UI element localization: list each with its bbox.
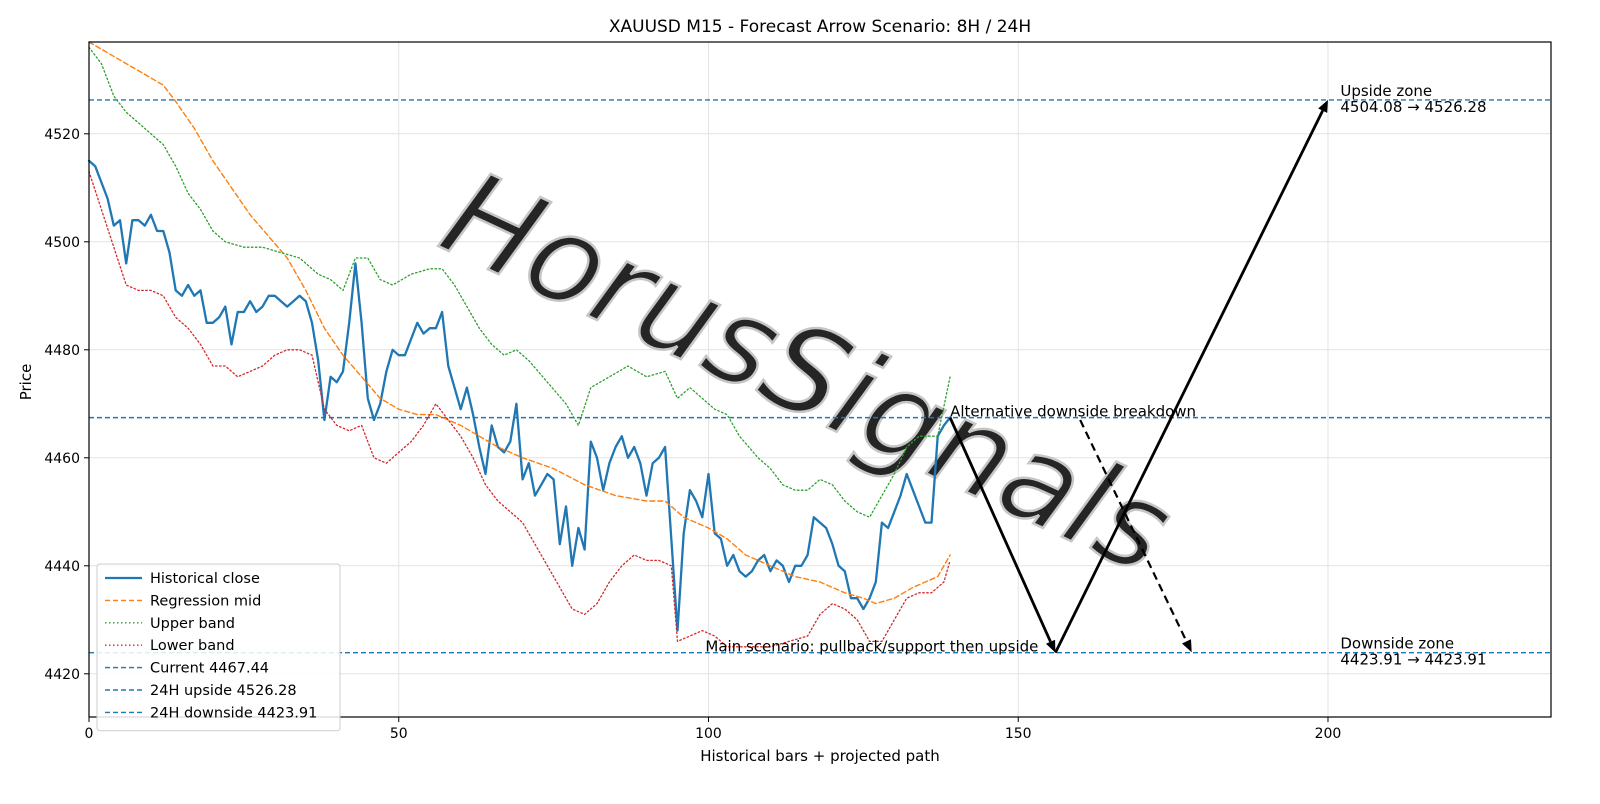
annotation-dn2: 4423.91 → 4423.91 — [1340, 651, 1486, 669]
annotation-up1: Upside zone — [1340, 82, 1432, 100]
plot-frame — [88, 41, 1552, 718]
legend-label: Current 4467.44 — [150, 661, 269, 677]
x-axis-label: Historical bars + projected path — [700, 747, 940, 765]
forecast-arrow-line — [1079, 419, 1188, 642]
y-tick-label: 4460 — [44, 451, 80, 467]
legend-box — [96, 563, 341, 732]
y-tick-label: 4500 — [44, 235, 80, 251]
y-tick-label: 4520 — [44, 127, 80, 143]
axis-ticks: 0 50 100 150 200 4420 4440 4460 4480 4500 4520 — [44, 127, 1341, 742]
x-tick-label: 0 — [85, 726, 94, 742]
legend-label: Lower band — [150, 638, 235, 654]
forecast-arrow-head — [1318, 99, 1328, 113]
x-tick-label: 150 — [1005, 726, 1032, 742]
series-group — [87, 41, 952, 648]
annotation-up2: 4504.08 → 4526.28 — [1340, 98, 1486, 116]
legend-label: 24H downside 4423.91 — [150, 705, 317, 721]
series-line — [88, 41, 951, 605]
series-line — [87, 159, 952, 632]
forecast-arrow-line — [1054, 110, 1324, 654]
y-axis-label: Price — [17, 364, 35, 401]
y-tick-label: 4420 — [44, 667, 80, 683]
y-tick-label: 4480 — [44, 343, 80, 359]
annotations: Alternative downside breakdown Main scena… — [705, 82, 1486, 669]
x-tick-label: 100 — [695, 726, 722, 742]
y-tick-label: 4440 — [44, 559, 80, 575]
chart-title: XAUUSD M15 - Forecast Arrow Scenario: 8H… — [609, 17, 1031, 37]
series-line — [88, 170, 951, 648]
watermark: HorusSignals — [422, 144, 1193, 603]
series-line — [88, 46, 951, 518]
legend-label: 24H upside 4526.28 — [150, 683, 297, 699]
annotation-main: Main scenario: pullback/support then ups… — [705, 638, 1038, 656]
forecast-arrows — [948, 99, 1328, 654]
watermark-text: HorusSignals — [423, 145, 1191, 602]
legend: Historical close Regression mid Upper band… — [96, 563, 341, 732]
forecast-arrow-head — [1045, 639, 1056, 653]
x-tick-label: 200 — [1315, 726, 1342, 742]
annotation-dn1: Downside zone — [1340, 635, 1454, 653]
legend-label: Historical close — [150, 571, 260, 587]
legend-label: Upper band — [150, 616, 235, 632]
forecast-arrow-line — [948, 417, 1052, 643]
forecast-arrow-head — [1181, 639, 1192, 653]
legend-label: Regression mid — [150, 593, 261, 609]
x-tick-label: 50 — [390, 726, 408, 742]
annotation-alt: Alternative downside breakdown — [950, 403, 1196, 421]
